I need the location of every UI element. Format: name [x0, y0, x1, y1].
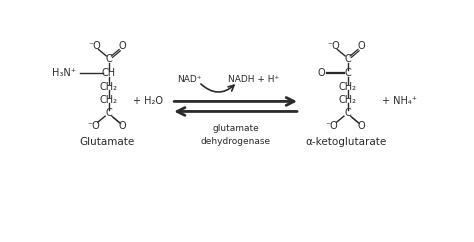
Text: CH₂: CH₂ — [100, 95, 118, 105]
Text: glutamate
dehydrogenase: glutamate dehydrogenase — [201, 124, 271, 145]
Text: C: C — [344, 68, 351, 78]
Text: + H₂O: + H₂O — [133, 96, 163, 106]
Text: ⁻O: ⁻O — [87, 121, 100, 131]
Text: O: O — [119, 41, 127, 51]
Text: C: C — [106, 108, 112, 118]
Text: O: O — [358, 41, 365, 51]
Text: Glutamate: Glutamate — [79, 137, 135, 147]
Text: NAD⁺: NAD⁺ — [177, 75, 202, 84]
Text: O: O — [358, 121, 365, 131]
Text: ⁻O: ⁻O — [326, 121, 338, 131]
Text: C: C — [106, 54, 112, 65]
Text: NADH + H⁺: NADH + H⁺ — [228, 75, 280, 84]
Text: + NH₄⁺: + NH₄⁺ — [382, 96, 417, 106]
Text: O: O — [318, 68, 325, 78]
Text: H₃N⁺: H₃N⁺ — [52, 68, 76, 78]
Text: α-ketoglutarate: α-ketoglutarate — [305, 137, 386, 147]
Text: ⁻O: ⁻O — [89, 41, 101, 51]
Text: CH₂: CH₂ — [338, 82, 356, 92]
Text: CH₂: CH₂ — [100, 82, 118, 92]
Text: CH: CH — [102, 68, 116, 78]
Text: O: O — [119, 121, 127, 131]
Text: C: C — [344, 108, 351, 118]
Text: ⁻O: ⁻O — [327, 41, 340, 51]
Text: CH₂: CH₂ — [338, 95, 356, 105]
Text: C: C — [344, 54, 351, 65]
